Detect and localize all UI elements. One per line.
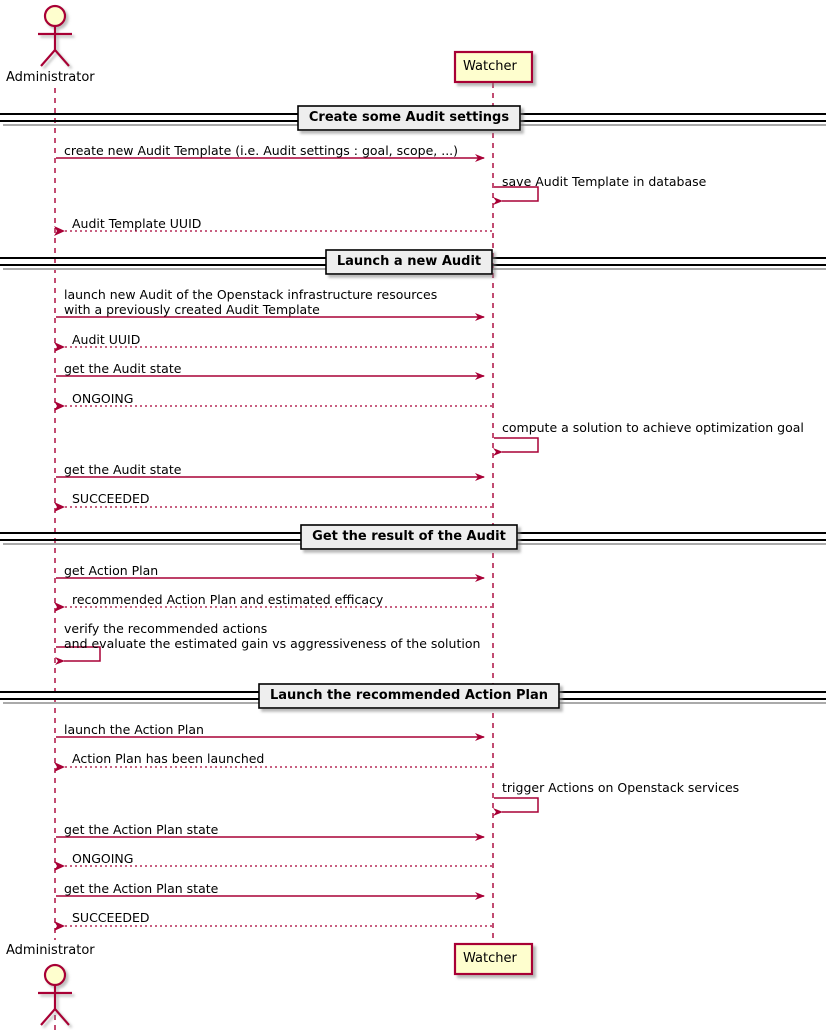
divider-box-3 bbox=[300, 524, 518, 550]
message-arrow-msg-8 bbox=[493, 437, 539, 456]
message-arrow-msg-13 bbox=[55, 646, 101, 665]
divider-label-1: Create some Audit settings bbox=[308, 110, 510, 125]
message-label-msg-7: ONGOING bbox=[72, 391, 134, 406]
message-label-msg-1: create new Audit Template (i.e. Audit se… bbox=[64, 143, 459, 158]
message-label-msg-4-line-1: launch new Audit of the Openstack infras… bbox=[64, 287, 438, 302]
message-label-msg-4-line-2: with a previously created Audit Template bbox=[64, 302, 320, 317]
message-label-msg-5: Audit UUID bbox=[72, 332, 141, 347]
message-label-msg-10: SUCCEEDED bbox=[72, 491, 150, 506]
divider-label-3: Get the result of the Audit bbox=[312, 529, 506, 544]
divider-label-4: Launch the recommended Action Plan bbox=[269, 688, 548, 703]
divider-box-4 bbox=[258, 683, 560, 709]
divider-boxes bbox=[258, 105, 560, 709]
message-label-msg-8: compute a solution to achieve optimizati… bbox=[502, 420, 804, 435]
participant-label-administrator-top: Administrator bbox=[6, 70, 95, 85]
message-label-msg-14: launch the Action Plan bbox=[64, 722, 204, 737]
message-label-msg-19: get the Action Plan state bbox=[64, 881, 219, 896]
message-label-msg-12: recommended Action Plan and estimated ef… bbox=[72, 592, 384, 607]
message-label-msg-13-line-2: and evaluate the estimated gain vs aggre… bbox=[64, 636, 481, 651]
participant-box-watcher-top[interactable] bbox=[453, 50, 534, 84]
participant-label-watcher-bottom: Watcher bbox=[463, 951, 517, 966]
message-arrow-msg-2 bbox=[493, 186, 539, 205]
message-label-msg-15: Action Plan has been launched bbox=[72, 751, 265, 766]
message-label-msg-16: trigger Actions on Openstack services bbox=[502, 780, 740, 795]
divider-label-2: Launch a new Audit bbox=[336, 254, 482, 269]
message-label-msg-6: get the Audit state bbox=[64, 361, 182, 376]
actor-administrator-bottom bbox=[38, 963, 72, 1026]
message-label-msg-17: get the Action Plan state bbox=[64, 822, 219, 837]
participant-label-administrator-bottom: Administrator bbox=[6, 943, 95, 958]
message-label-msg-13-line-1: verify the recommended actions bbox=[64, 621, 268, 636]
participant-label-watcher-top: Watcher bbox=[463, 59, 517, 74]
divider-rules bbox=[0, 113, 826, 704]
actor-administrator-top bbox=[38, 4, 72, 67]
message-label-msg-3: Audit Template UUID bbox=[72, 216, 202, 231]
message-label-msg-9: get the Audit state bbox=[64, 462, 182, 477]
message-label-msg-18: ONGOING bbox=[72, 851, 134, 866]
message-arrow-msg-16 bbox=[493, 797, 539, 816]
message-label-msg-20: SUCCEEDED bbox=[72, 910, 150, 925]
message-label-msg-11: get Action Plan bbox=[64, 563, 159, 578]
divider-box-1 bbox=[297, 105, 521, 131]
message-label-msg-2: save Audit Template in database bbox=[502, 174, 707, 189]
participant-box-watcher-bottom[interactable] bbox=[453, 942, 534, 976]
divider-box-2 bbox=[325, 249, 493, 275]
